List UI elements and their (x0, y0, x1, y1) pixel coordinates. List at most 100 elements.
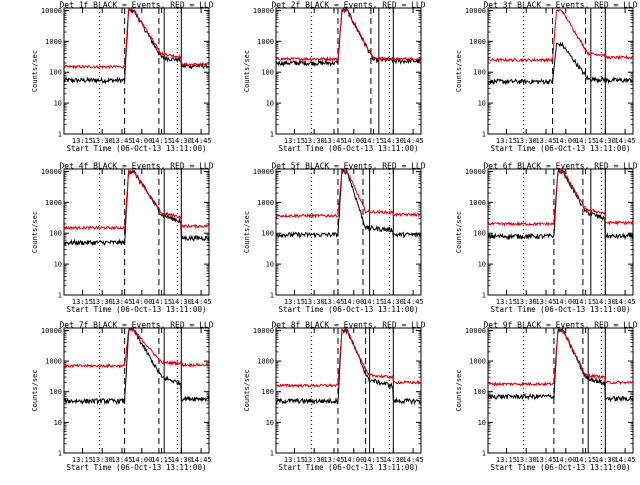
x-tick-label: 14:45 (403, 137, 424, 145)
x-tick-label: 13:30 (304, 298, 325, 306)
y-tick-label: 10000 (465, 168, 486, 176)
y-tick-label: 10000 (253, 7, 274, 15)
x-tick-label: 14:00 (131, 298, 152, 306)
lld-series-line (275, 169, 422, 219)
y-tick-label: 10 (54, 261, 62, 269)
x-tick-label: 13:15 (72, 298, 93, 306)
lld-series-line (275, 8, 422, 62)
events-series-line (275, 7, 422, 68)
x-tick-label: 14:00 (555, 298, 576, 306)
x-tick-label: 14:00 (555, 456, 576, 464)
x-tick-label: 13:30 (92, 456, 113, 464)
x-tick-label: 13:45 (111, 456, 132, 464)
y-tick-label: 10000 (41, 327, 62, 335)
x-tick-label: 14:15 (151, 137, 172, 145)
y-axis-label: Counts/sec (31, 211, 39, 253)
y-tick-label: 100 (261, 388, 274, 396)
x-axis-label: Start Time (06-Oct-13 13:11:00) (491, 463, 631, 472)
x-tick-label: 14:15 (575, 137, 596, 145)
x-axis-label: Start Time (06-Oct-13 13:11:00) (279, 305, 419, 314)
x-tick-label: 14:15 (151, 456, 172, 464)
x-tick-label: 14:00 (343, 298, 364, 306)
x-tick-label: 14:00 (131, 137, 152, 145)
y-tick-label: 1000 (469, 358, 486, 366)
y-tick-label: 10 (266, 100, 274, 108)
events-series-line (275, 327, 422, 406)
x-tick-label: 13:30 (516, 137, 537, 145)
panel-title: Det 5f BLACK = Events, RED = LLD (271, 162, 425, 171)
lld-series-line (487, 329, 634, 387)
y-tick-label: 10 (54, 419, 62, 427)
x-tick-label: 14:30 (383, 298, 404, 306)
x-tick-label: 14:30 (383, 137, 404, 145)
y-axis-label: Counts/sec (243, 50, 251, 92)
panel-title: Det 1f BLACK = Events, RED = LLD (59, 1, 213, 10)
panel-title: Det 2f BLACK = Events, RED = LLD (271, 1, 425, 10)
x-tick-label: 13:15 (496, 137, 517, 145)
x-tick-label: 13:15 (284, 456, 305, 464)
x-tick-label: 14:00 (555, 137, 576, 145)
y-tick-label: 1000 (257, 38, 274, 46)
events-series-line (487, 167, 634, 241)
panel-8: Det 8f BLACK = Events, RED = LLD 1 10 100 10… (243, 321, 426, 473)
x-tick-label: 13:15 (72, 456, 93, 464)
x-tick-label: 14:45 (615, 137, 636, 145)
x-tick-label: 13:30 (516, 298, 537, 306)
y-tick-label: 1000 (257, 199, 274, 207)
x-tick-label: 13:45 (111, 137, 132, 145)
y-tick-label: 10000 (253, 168, 274, 176)
y-tick-label: 10 (266, 261, 274, 269)
y-axis-label: Counts/sec (455, 211, 463, 253)
plot-frame (63, 7, 210, 135)
x-tick-label: 13:15 (496, 456, 517, 464)
plot-frame (487, 168, 634, 296)
x-axis-label: Start Time (06-Oct-13 13:11:00) (67, 305, 207, 314)
y-tick-label: 10000 (253, 327, 274, 335)
y-tick-label: 100 (473, 388, 486, 396)
panel-title: Det 4f BLACK = Events, RED = LLD (59, 162, 213, 171)
panel-title: Det 6f BLACK = Events, RED = LLD (483, 162, 637, 171)
y-tick-label: 100 (49, 388, 62, 396)
plot-frame (275, 7, 422, 135)
panel-title: Det 8f BLACK = Events, RED = LLD (271, 321, 425, 330)
plot-frame (63, 327, 210, 454)
x-tick-label: 14:00 (343, 137, 364, 145)
y-tick-label: 10000 (465, 7, 486, 15)
x-tick-label: 14:30 (383, 456, 404, 464)
y-tick-label: 1 (482, 292, 486, 300)
panel-9: Det 9f BLACK = Events, RED = LLD 1 10 100 10… (455, 321, 638, 473)
x-tick-label: 13:30 (304, 137, 325, 145)
y-axis-label: Counts/sec (455, 50, 463, 92)
y-axis-label: Counts/sec (243, 211, 251, 253)
panel-6: Det 6f BLACK = Events, RED = LLD 1 10 100 10… (455, 162, 638, 315)
events-series-line (64, 326, 210, 406)
x-tick-label: 14:15 (363, 137, 384, 145)
x-tick-label: 14:45 (403, 456, 424, 464)
panel-1: Det 1f BLACK = Events, RED = LLD 1 10 100 10… (31, 1, 214, 154)
y-axis-label: Counts/sec (455, 369, 463, 411)
events-series-line (487, 41, 634, 86)
y-tick-label: 10 (266, 419, 274, 427)
panel-2: Det 2f BLACK = Events, RED = LLD 1 10 100 10… (243, 1, 426, 154)
x-axis-label: Start Time (06-Oct-13 13:11:00) (67, 463, 207, 472)
y-tick-label: 10000 (41, 168, 62, 176)
x-tick-label: 14:30 (171, 298, 192, 306)
x-tick-label: 14:30 (595, 456, 616, 464)
x-tick-label: 13:45 (111, 298, 132, 306)
x-axis-label: Start Time (06-Oct-13 13:11:00) (491, 305, 631, 314)
x-tick-label: 14:30 (595, 298, 616, 306)
x-tick-label: 14:45 (403, 298, 424, 306)
y-tick-label: 1000 (469, 199, 486, 207)
x-tick-label: 14:15 (575, 456, 596, 464)
x-tick-label: 13:45 (323, 298, 344, 306)
x-tick-label: 14:45 (615, 456, 636, 464)
events-series-line (487, 328, 634, 403)
x-tick-label: 13:30 (92, 137, 113, 145)
x-tick-label: 14:45 (191, 298, 212, 306)
y-tick-label: 100 (261, 69, 274, 77)
x-tick-label: 14:30 (171, 456, 192, 464)
plot-frame (275, 327, 422, 454)
y-tick-label: 1 (58, 292, 62, 300)
